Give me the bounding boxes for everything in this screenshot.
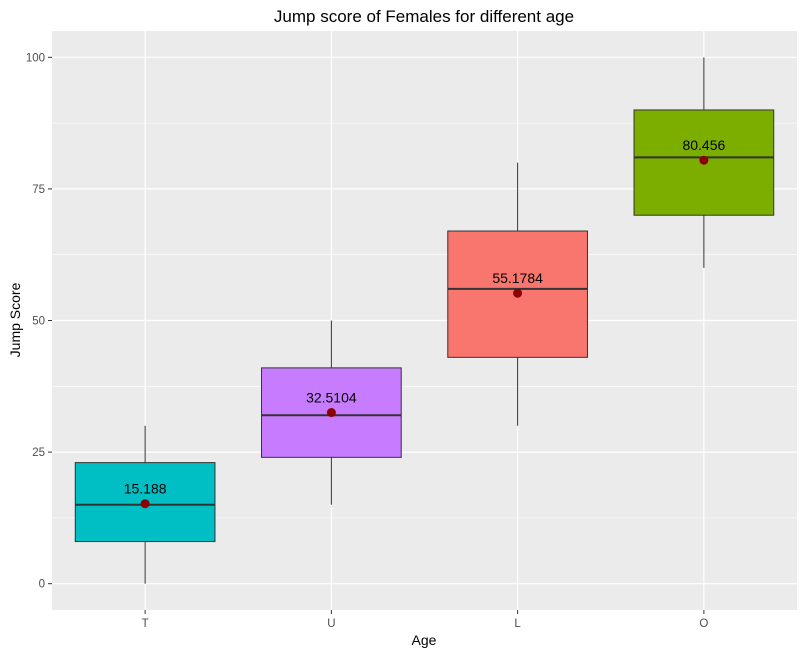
y-tick-label: 50 [32, 316, 45, 328]
x-tick-label: T [142, 618, 149, 630]
y-axis-title: Jump Score [7, 282, 23, 357]
chart-title: Jump score of Females for different age [274, 7, 574, 26]
mean-label: 15.188 [124, 481, 167, 497]
mean-point [326, 408, 336, 418]
mean-point [140, 499, 150, 509]
mean-point [513, 288, 523, 298]
x-tick-label: U [327, 618, 335, 630]
y-tick-label: 100 [26, 52, 45, 64]
y-tick-label: 0 [39, 579, 45, 591]
y-tick-label: 25 [32, 447, 45, 459]
x-tick-label: L [514, 618, 521, 630]
y-tick-label: 75 [32, 184, 45, 196]
x-axis-title: Age [412, 632, 437, 648]
mean-point [699, 155, 709, 165]
plot-panel: 15.188 32.5104 55.1784 80.456 [52, 31, 797, 610]
mean-label: 55.1784 [492, 270, 543, 286]
x-tick-label: O [699, 618, 708, 630]
mean-label: 32.5104 [306, 390, 357, 406]
mean-label: 80.456 [682, 137, 725, 153]
